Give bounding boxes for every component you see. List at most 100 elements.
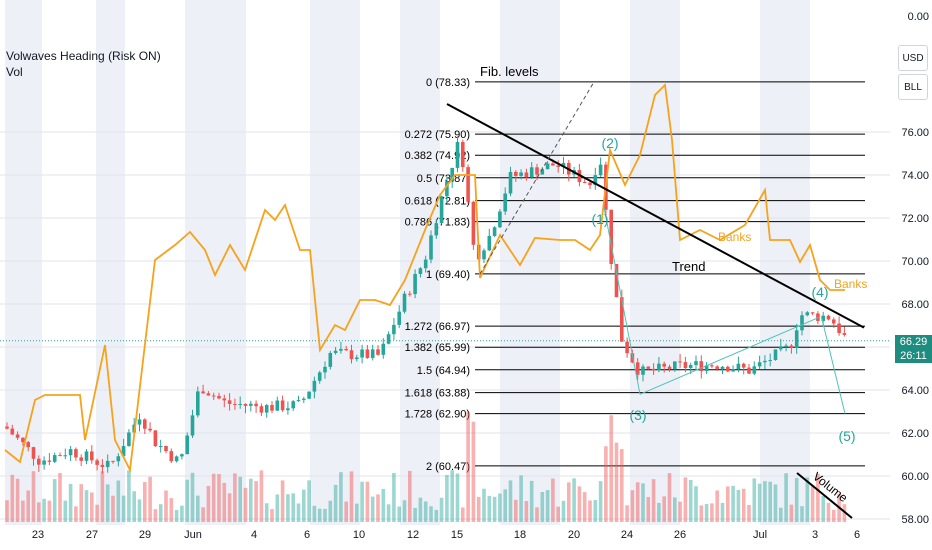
- volume-bar-42: [227, 493, 232, 522]
- candle-body-119: [635, 362, 640, 375]
- shade-band-5: [500, 0, 560, 525]
- volume-bar-11: [63, 500, 68, 522]
- candle-body-147: [784, 345, 788, 347]
- candle-body-7: [42, 460, 46, 465]
- candle-body-55: [296, 400, 301, 402]
- candle-body-153: [816, 313, 820, 321]
- fib-label-12: 2 (60.47): [426, 461, 470, 473]
- volume-bar-85: [455, 473, 460, 522]
- unit-button[interactable]: BLL: [898, 74, 928, 100]
- candle-body-51: [275, 400, 280, 411]
- candle-body-120: [641, 366, 645, 375]
- candle-body-1: [10, 428, 15, 435]
- volume-bar-16: [90, 492, 94, 522]
- volume-bar-115: [614, 442, 619, 522]
- volume-bar-10: [58, 472, 62, 522]
- banks-label-1: Banks: [718, 230, 751, 244]
- candle-body-80: [429, 235, 433, 260]
- wave-label-3: (3): [629, 407, 646, 423]
- volume-bar-12: [68, 483, 73, 522]
- candle-body-22: [121, 446, 126, 457]
- wave-label-5: (5): [838, 428, 855, 444]
- volume-bar-148: [789, 504, 794, 522]
- candle-body-39: [211, 395, 216, 397]
- candle-body-14: [79, 457, 83, 461]
- candle-body-21: [116, 456, 121, 462]
- candle-body-30: [164, 446, 168, 452]
- volume-bar-99: [529, 480, 534, 522]
- volume-bar-120: [641, 483, 645, 522]
- candle-body-43: [233, 403, 237, 405]
- volume-bar-133: [710, 503, 714, 522]
- volume-bar-91: [487, 495, 492, 522]
- candle-body-94: [503, 193, 507, 212]
- volume-bar-88: [471, 421, 476, 522]
- volume-bar-137: [731, 485, 735, 522]
- x-tick-1: 27: [86, 529, 98, 541]
- volume-bar-25: [137, 499, 142, 522]
- candle-body-79: [423, 259, 428, 269]
- volume-bar-105: [561, 500, 566, 522]
- volume-bar-57: [307, 480, 311, 522]
- currency-button[interactable]: USD: [898, 45, 928, 71]
- volume-bar-146: [779, 507, 783, 522]
- volume-bar-118: [630, 490, 635, 522]
- x-tick-5: 6: [304, 529, 310, 541]
- candle-body-18: [100, 464, 105, 468]
- candle-body-142: [757, 362, 762, 367]
- time-axis-bg: [0, 525, 890, 550]
- volume-bar-154: [821, 495, 825, 522]
- volume-bar-134: [715, 490, 719, 522]
- volume-bar-130: [694, 486, 698, 522]
- candle-body-29: [158, 446, 163, 448]
- volume-bar-44: [238, 476, 242, 522]
- legend-vol: Vol: [6, 65, 23, 79]
- volume-bar-20: [111, 495, 115, 522]
- wave-line-2: [639, 316, 821, 395]
- volume-bar-61: [328, 500, 333, 522]
- candle-body-16: [90, 451, 94, 461]
- candle-body-60: [323, 366, 327, 373]
- candle-body-75: [402, 293, 407, 312]
- volume-bar-76: [408, 470, 412, 522]
- candle-body-28: [153, 430, 158, 447]
- candle-body-116: [620, 297, 624, 342]
- candle-body-135: [720, 366, 725, 369]
- x-tick-8: 15: [451, 529, 463, 541]
- volume-bar-132: [704, 504, 709, 522]
- volume-bar-100: [535, 507, 539, 522]
- volume-bar-111: [593, 500, 598, 522]
- candle-body-33: [180, 454, 184, 457]
- x-tick-13: Jul: [753, 529, 767, 541]
- volume-bar-149: [794, 477, 799, 522]
- volume-bar-114: [609, 415, 613, 522]
- candle-body-12: [68, 449, 73, 456]
- volume-bar-39: [211, 473, 216, 522]
- candle-body-2: [15, 434, 20, 438]
- volume-bar-53: [286, 494, 290, 522]
- candle-body-6: [37, 458, 41, 465]
- volume-bar-92: [492, 496, 497, 522]
- candle-body-133: [710, 365, 714, 367]
- candle-body-97: [519, 172, 523, 176]
- x-tick-10: 20: [568, 529, 580, 541]
- candle-body-118: [630, 353, 635, 363]
- candle-body-76: [408, 293, 412, 295]
- candle-body-26: [143, 419, 147, 429]
- candle-body-74: [397, 311, 401, 325]
- volume-bar-43: [233, 473, 237, 522]
- volume-bar-124: [662, 496, 666, 522]
- candle-body-137: [731, 369, 735, 372]
- volume-bar-87: [466, 412, 470, 522]
- volume-bar-153: [816, 473, 820, 522]
- x-tick-9: 18: [514, 529, 526, 541]
- volume-bar-3: [21, 500, 25, 522]
- candle-body-25: [137, 419, 142, 425]
- candle-body-20: [111, 460, 115, 462]
- volume-bar-58: [312, 505, 317, 522]
- volume-bar-97: [519, 475, 523, 522]
- volume-bar-63: [339, 472, 343, 522]
- candle-body-91: [487, 235, 492, 251]
